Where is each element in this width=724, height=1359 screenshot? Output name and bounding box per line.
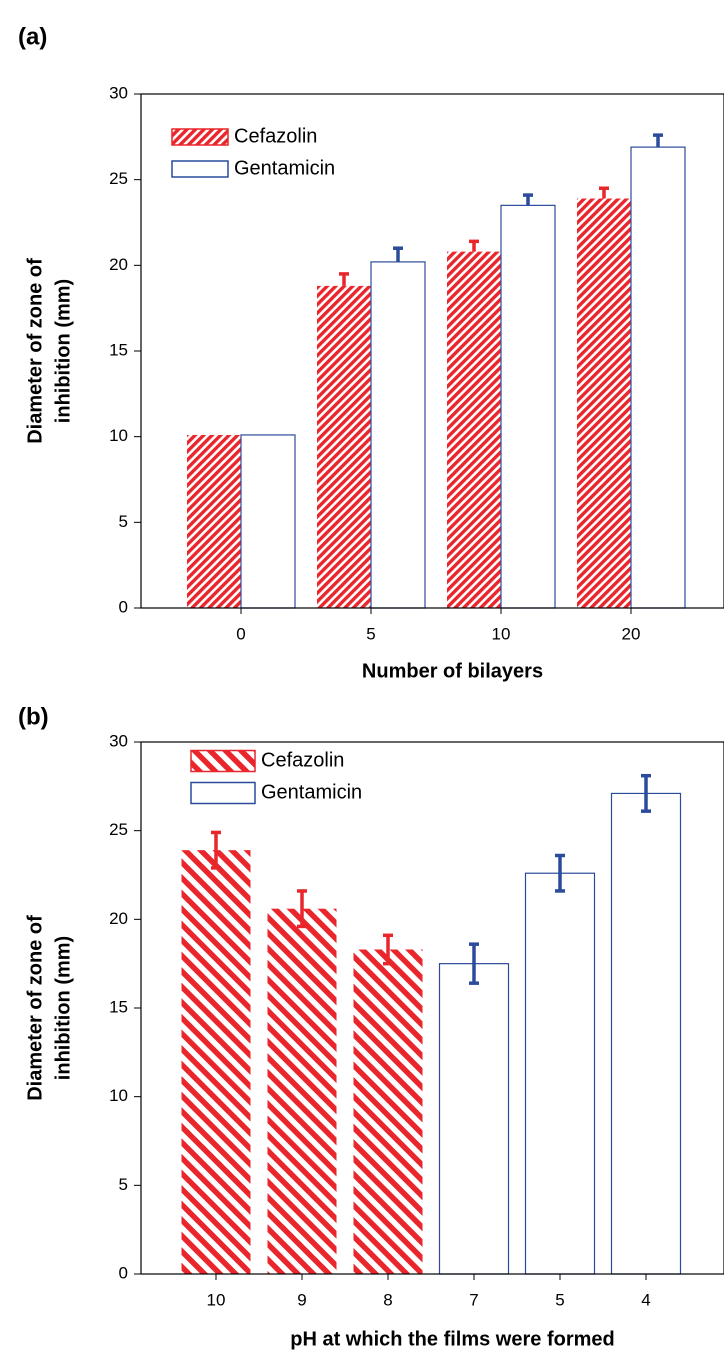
error-bar [555,853,565,893]
x-tick-label: 10 [492,624,511,643]
x-tick-label: 0 [236,624,245,643]
error-bar [393,246,403,262]
error-bar [211,830,221,870]
y-tick-label: 20 [109,909,128,928]
bar [577,198,631,608]
legend-swatch [190,781,256,805]
legend-label: Cefazolin [261,749,344,771]
y-tick-label: 5 [119,512,128,531]
y-tick-label: 30 [109,731,128,750]
x-tick-label: 5 [555,1290,564,1309]
legend-swatch [171,128,229,146]
y-tick-label: 0 [119,597,128,616]
y-axis-label: Diameter of zone of [24,258,46,444]
x-tick-label: 20 [622,624,641,643]
x-tick-label: 9 [297,1290,306,1309]
legend-label: Cefazolin [234,125,317,147]
y-tick-label: 0 [119,1263,128,1282]
bar [370,261,426,609]
y-tick-label: 25 [109,820,128,839]
x-tick-label: 8 [383,1290,392,1309]
legend-label: Gentamicin [234,157,335,179]
legend-swatch [171,160,229,178]
plot-frame [140,93,724,609]
error-bar [469,239,479,252]
x-tick-label: 7 [469,1290,478,1309]
error-bar [339,272,349,286]
error-bar [469,942,479,985]
bar [317,285,371,608]
y-tick-label: 10 [109,1086,128,1105]
bar [500,204,556,609]
y-tick-label: 10 [109,426,128,445]
panel-label: (a) [18,23,47,50]
bar [438,963,510,1275]
bar [240,434,296,609]
x-axis-label: Number of bilayers [362,660,543,682]
bar [447,251,501,609]
x-axis-label: pH at which the films were formed [290,1328,615,1350]
bar [610,792,682,1275]
y-tick-label: 20 [109,255,128,274]
error-bar [653,133,663,148]
y-tick-label: 25 [109,169,128,188]
y-tick-label: 30 [109,83,128,102]
x-tick-label: 5 [366,624,375,643]
bar [267,908,337,1274]
x-tick-label: 4 [641,1290,650,1309]
error-bar [599,186,609,199]
error-bar [641,773,651,813]
bar [353,949,423,1274]
y-tick-label: 15 [109,340,128,359]
y-tick-label: 5 [119,1175,128,1194]
y-tick-label: 15 [109,997,128,1016]
bar [187,434,241,608]
y-axis-label: inhibition (mm) [52,936,74,1080]
x-tick-label: 10 [207,1290,226,1309]
bar [181,850,251,1274]
bar [524,872,596,1275]
error-bar [297,889,307,929]
error-bar [383,933,393,966]
y-axis-label: Diameter of zone of [24,915,46,1101]
y-axis-label: inhibition (mm) [52,279,74,423]
panel-label: (b) [18,703,49,730]
plot-frame [140,741,724,1275]
bar [630,146,686,609]
legend-label: Gentamicin [261,781,362,803]
legend-swatch [190,749,256,773]
error-bar [523,193,533,206]
